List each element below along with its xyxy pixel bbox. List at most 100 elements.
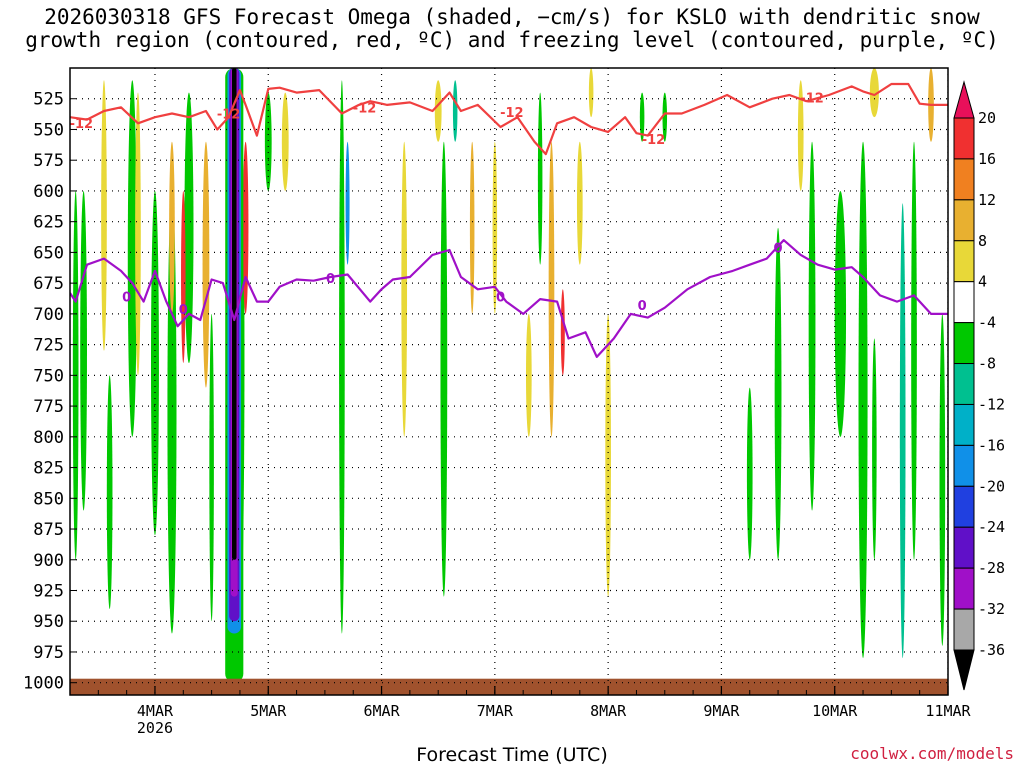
colorbar-label: -16 (978, 436, 1005, 454)
omega-streak (662, 92, 668, 142)
freezing-contour-label: 0 (638, 299, 647, 314)
omega-field (70, 68, 948, 695)
colorbar-label: -24 (978, 518, 1005, 536)
contours: -12 -12 -12 -12 -12 -12 0 0 0 0 0 0 (70, 82, 948, 358)
omega-streak (169, 141, 175, 314)
colorbar: 20 16 12 8 4 -4 -8 -12 -16 -20 -24 -28 -32 -36 (953, 80, 1005, 691)
dgz-contour-line (70, 82, 948, 156)
y-tick-label: 625 (33, 213, 64, 233)
colorbar-box (953, 240, 975, 283)
omega-streak (939, 313, 946, 646)
colorbar-label: -28 (978, 559, 1005, 577)
omega-streak (560, 289, 565, 376)
omega-streak (834, 190, 847, 437)
y-tick-label: 775 (33, 397, 64, 417)
y-tick-label: 750 (33, 366, 64, 386)
omega-streak (209, 313, 214, 622)
colorbar-label: -36 (978, 641, 1005, 659)
omega-streak (401, 141, 408, 437)
omega-streak (797, 80, 804, 191)
omega-streak (899, 203, 906, 659)
omega-streak (345, 141, 350, 265)
omega-streak (746, 387, 753, 560)
dgz-contour-label: -12 (800, 91, 824, 106)
omega-streak (588, 68, 594, 118)
omega-streak (339, 80, 345, 634)
omega-streak (440, 141, 448, 597)
omega-streak (167, 190, 177, 634)
x-tick-label: 9MAR (703, 702, 740, 720)
x-tick-label: 10MAR (812, 702, 858, 720)
omega-streak (492, 141, 498, 314)
y-tick-label: 700 (33, 305, 64, 325)
colorbar-box (953, 567, 975, 610)
omega-streak (181, 190, 186, 364)
omega-streak (808, 141, 816, 511)
omega-streak (135, 92, 141, 376)
chart-title: 2026030318 GFS Forecast Omega (shaded, −… (25, 5, 999, 52)
dgz-contour-label: -12 (217, 107, 241, 122)
omega-streak (774, 227, 782, 560)
omega-streak (858, 141, 868, 659)
colorbar-label: -8 (978, 355, 996, 373)
omega-streak (548, 141, 555, 437)
omega-streak (127, 80, 137, 437)
y-tick-label: 650 (33, 243, 64, 263)
colorbar-label: -20 (978, 477, 1005, 495)
y-tick-label: 600 (33, 182, 64, 202)
colorbar-label: -32 (978, 600, 1005, 618)
x-tick-label: 8MAR (590, 702, 627, 720)
colorbar-box (953, 322, 975, 365)
credit-link[interactable]: coolwx.com/models (850, 744, 1014, 763)
omega-streak (101, 80, 107, 351)
freezing-contour-label: 0 (774, 241, 783, 256)
colorbar-label: 20 (978, 109, 996, 127)
colorbar-top-triangle (953, 80, 975, 119)
y-tick-label: 575 (33, 151, 64, 171)
y-tick-label: 1000 (23, 674, 64, 694)
y-tick-label: 875 (33, 520, 64, 540)
colorbar-box (953, 281, 975, 324)
omega-streak (605, 313, 611, 597)
colorbar-label: 8 (978, 232, 987, 250)
dgz-contour-label: -12 (353, 101, 377, 116)
omega-streak (106, 375, 113, 609)
ground-surface (70, 678, 948, 695)
grid-lines (70, 68, 948, 695)
y-tick-label: 550 (33, 120, 64, 140)
omega-streak (452, 80, 458, 142)
x-axis: 4MAR 5MAR 6MAR 7MAR 8MAR 9MAR 10MAR 11MAR 2026 (137, 686, 972, 737)
y-tick-label: 525 (33, 90, 64, 110)
omega-streak (80, 190, 87, 511)
colorbar-box (953, 485, 975, 528)
y-tick-label: 725 (33, 336, 64, 356)
freezing-contour-label: 0 (496, 291, 505, 306)
colorbar-box (953, 526, 975, 569)
x-tick-label: 5MAR (250, 702, 287, 720)
y-tick-label: 975 (33, 643, 64, 663)
x-tick-label: 7MAR (477, 702, 514, 720)
dgz-contour-label: -12 (70, 117, 94, 132)
colorbar-label: -12 (978, 395, 1005, 413)
freezing-contour-label: 0 (179, 303, 188, 318)
y-tick-label: 850 (33, 489, 64, 509)
omega-core (232, 68, 237, 560)
dgz-contour-label: -12 (500, 106, 524, 121)
colorbar-box (953, 403, 975, 446)
omega-streak (264, 92, 272, 191)
dgz-contour-label: -12 (642, 133, 666, 148)
x-tick-sublabel: 2026 (137, 719, 173, 737)
omega-streak (525, 313, 532, 437)
colorbar-box (953, 158, 975, 201)
y-tick-label: 950 (33, 612, 64, 632)
x-tick-label: 6MAR (363, 702, 400, 720)
omega-streak (184, 92, 194, 364)
y-tick-label: 800 (33, 428, 64, 448)
freezing-contour-line (70, 239, 948, 358)
freezing-contour-label: 0 (122, 291, 131, 306)
x-axis-title: Forecast Time (UTC) (416, 744, 608, 766)
colorbar-box (953, 444, 975, 487)
colorbar-label: -4 (978, 314, 996, 332)
y-axis: 525 550 575 600 625 650 675 700 725 750 775 800 825 8… (23, 90, 76, 694)
